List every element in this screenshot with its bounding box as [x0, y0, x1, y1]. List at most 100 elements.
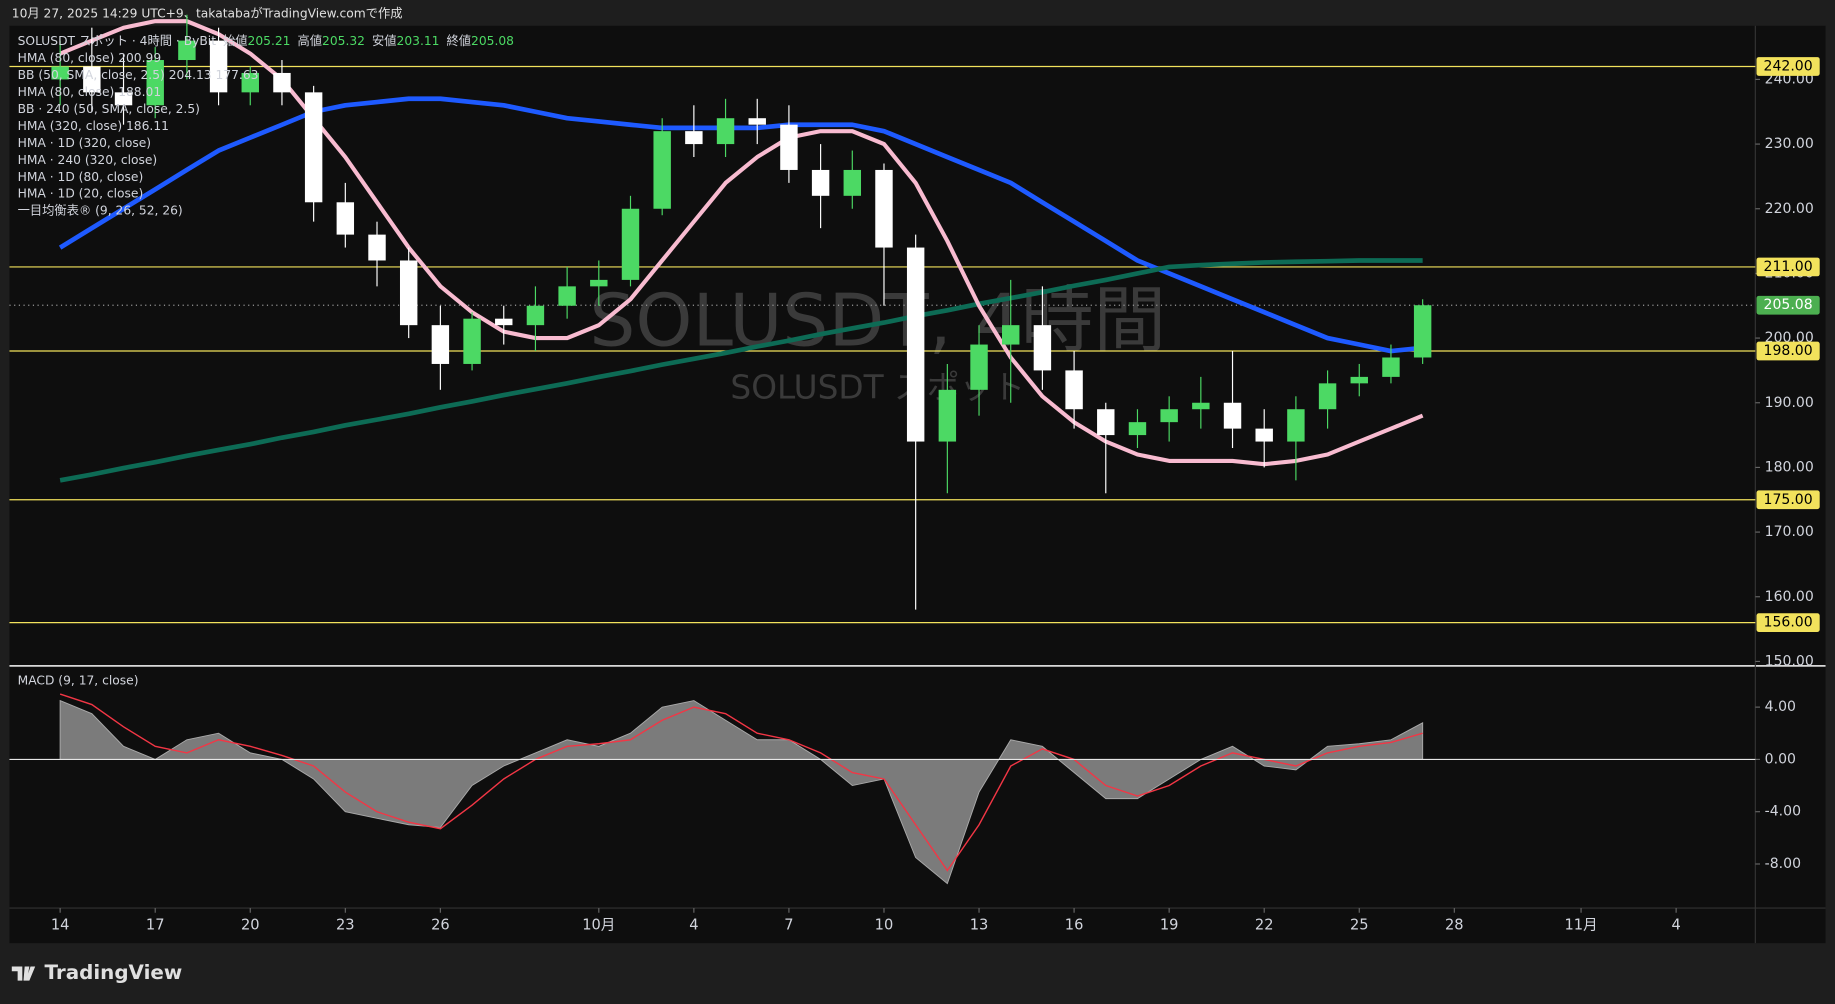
x-tick-label: 4 — [1671, 917, 1680, 934]
legend-entry: 一目均衡表® (9, 26, 52, 26) — [18, 204, 183, 218]
symbol-line: SOLUSDT スポット · 4時間 · ByBit 始値205.21 高値205.… — [18, 32, 514, 47]
candle-body — [1413, 305, 1432, 358]
x-tick-label: 14 — [51, 917, 70, 934]
y-tick-label: 160.00 — [1765, 589, 1814, 605]
level-label: 242.00 — [1764, 58, 1813, 74]
x-tick-label: 10月 — [582, 917, 615, 934]
indicator-line — [59, 258, 1423, 483]
price-panel: 150.00160.00170.00180.00190.00200.00210.… — [9, 14, 1820, 934]
candle-body — [114, 92, 133, 106]
candle-body — [526, 305, 545, 326]
candle-body — [1065, 370, 1083, 410]
watermark-title: SOLUSDT, 4時間 — [589, 279, 1166, 363]
x-tick-label: 23 — [336, 917, 355, 934]
candle-body — [748, 118, 766, 125]
candle-body — [1350, 376, 1368, 384]
candle-body — [558, 286, 576, 306]
y-tick-label: 150.00 — [1765, 653, 1814, 669]
x-tick-label: 17 — [146, 917, 165, 934]
y-tick-label: 180.00 — [1765, 459, 1814, 475]
ohlc-label: 始値 — [223, 32, 248, 47]
ohlc-label: 高値 — [298, 32, 323, 47]
level-label-box — [1756, 490, 1820, 510]
candle-body — [51, 66, 69, 80]
candle-body — [209, 40, 228, 93]
candle-body — [146, 60, 164, 106]
x-tick-label: 10 — [875, 917, 894, 934]
level-label-box — [1756, 57, 1820, 76]
legend-entry: HMA (80, close) 188.01 — [18, 85, 161, 99]
candle-body — [304, 92, 323, 203]
candle-body — [938, 389, 957, 442]
level-label: 175.00 — [1764, 492, 1813, 508]
candle-body — [621, 208, 640, 280]
macd-area — [59, 699, 1424, 885]
level-label-box — [1756, 341, 1820, 361]
ohlc-value: 205.32 — [322, 33, 365, 47]
candle-body — [1002, 325, 1020, 345]
candle-body — [1287, 409, 1305, 442]
legend: SOLUSDT スポット · 4時間 · ByBit 始値205.21 高値205.… — [18, 32, 514, 217]
legend-entry: HMA · 1D (80, close) — [18, 170, 144, 184]
candle-body — [716, 118, 735, 145]
last-price-box — [1756, 295, 1820, 315]
x-tick-label: 13 — [970, 917, 989, 934]
candle-body — [875, 169, 893, 248]
candle-body — [1382, 357, 1400, 377]
candle-body — [1128, 422, 1147, 436]
x-tick-label: 22 — [1255, 917, 1274, 934]
y-tick-label: -8.00 — [1765, 856, 1801, 872]
y-tick-label: -4.00 — [1765, 804, 1801, 820]
y-tick-label: 170.00 — [1765, 524, 1814, 540]
legend-entry: HMA (80, close) 200.99 — [18, 51, 161, 65]
candle-body — [495, 318, 513, 326]
candle-body — [178, 40, 196, 61]
legend-entry: HMA · 1D (20, close) — [18, 187, 144, 201]
candle-body — [336, 202, 355, 235]
candle-body — [1160, 409, 1178, 423]
x-tick-label: 7 — [784, 917, 793, 934]
x-tick-label: 19 — [1160, 917, 1179, 934]
level-label-box — [1756, 613, 1820, 632]
candle-body — [653, 131, 671, 209]
candle-body — [273, 72, 291, 93]
y-tick-label: 190.00 — [1765, 395, 1814, 411]
x-tick-label: 26 — [431, 917, 450, 934]
level-label-box — [1756, 257, 1820, 277]
y-tick-label: 220.00 — [1765, 201, 1814, 217]
legend-entry: HMA (320, close) 186.11 — [18, 119, 169, 133]
candle-body — [590, 279, 608, 287]
x-tick-label: 25 — [1350, 917, 1369, 934]
candle-body — [811, 169, 830, 196]
legend-entry: BB (50, SMA, close, 2.5) 204.13 177.63 — [18, 68, 259, 82]
candle-body — [83, 66, 101, 93]
candle-body — [970, 344, 988, 390]
ohlc-value: 203.11 — [397, 33, 440, 47]
candle-body — [241, 72, 259, 93]
legend-entry: BB · 240 (50, SMA, close, 2.5) — [18, 102, 200, 116]
candle-body — [1255, 428, 1273, 442]
x-tick-label: 4 — [689, 917, 698, 934]
candle-body — [1033, 325, 1052, 371]
level-label: 156.00 — [1764, 615, 1813, 631]
x-tick-label: 28 — [1445, 917, 1464, 934]
legend-entry: HMA · 1D (320, close) — [18, 136, 151, 150]
candle-body — [1192, 402, 1210, 410]
logo-text: TradingView — [45, 961, 183, 984]
y-tick-label: 230.00 — [1765, 136, 1814, 152]
candle-body — [843, 169, 862, 196]
candle-body — [685, 131, 703, 145]
logo-icon — [11, 966, 36, 981]
x-tick-label: 16 — [1065, 917, 1084, 934]
x-tick-label: 11月 — [1564, 917, 1597, 934]
macd-title: MACD (9, 17, close) — [18, 674, 139, 688]
candle-body — [463, 318, 481, 364]
last-price-label: 205.08 — [1764, 297, 1813, 313]
logo: TradingView — [11, 961, 183, 984]
signal-line — [59, 693, 1423, 872]
candle-body — [1318, 383, 1337, 410]
ohlc-label: 終値 — [446, 32, 471, 47]
macd-panel: 4.00 0.00 -4.00 -8.00 — [9, 693, 1801, 885]
